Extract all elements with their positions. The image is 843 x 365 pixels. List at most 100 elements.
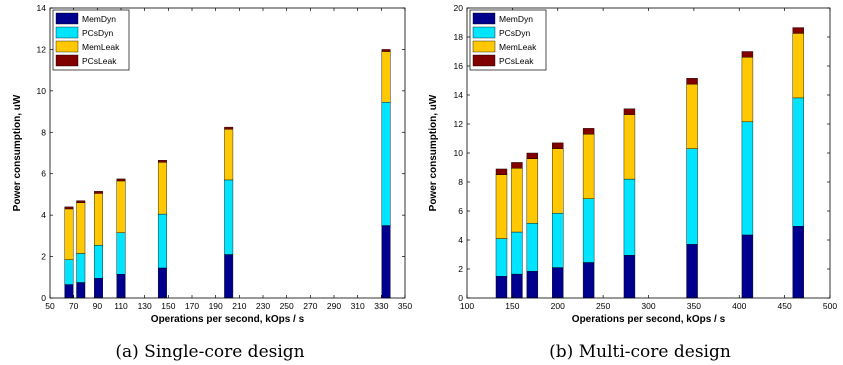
bar-pcsleak-8 [792, 27, 804, 34]
bar-pcsleak-7 [741, 51, 754, 58]
bar-pcsleak-0 [64, 206, 74, 210]
bar-memdyn-1 [76, 282, 86, 299]
y-tick-label: 12 [454, 119, 464, 129]
bar-pcsdyn-3 [116, 232, 126, 275]
x-tick-label: 130 [138, 301, 152, 311]
bar-pcsdyn-0 [64, 259, 74, 285]
x-tick-label: 150 [505, 301, 519, 311]
bar-pcsleak-3 [552, 142, 564, 149]
x-axis-label: Operations per second, kOps / s [151, 314, 305, 325]
bar-memleak-1 [76, 202, 86, 254]
x-tick-label: 310 [351, 301, 365, 311]
legend-label-memdyn: MemDyn [499, 14, 533, 24]
caption-multi-core: (b) Multi-core design [549, 342, 731, 362]
bar-pcsleak-3 [116, 178, 126, 182]
bar-memdyn-5 [224, 254, 234, 299]
legend-swatch-pcsleak [55, 54, 79, 67]
bar-memdyn-8 [792, 226, 804, 299]
y-tick-label: 16 [454, 61, 464, 71]
y-tick-label: 0 [41, 293, 46, 303]
y-tick-label: 14 [37, 3, 47, 13]
caption-single-core: (a) Single-core design [115, 342, 304, 362]
bar-memleak-8 [792, 33, 804, 99]
bar-pcsleak-6 [686, 78, 698, 85]
x-tick-label: 70 [69, 301, 79, 311]
x-tick-label: 400 [732, 301, 746, 311]
y-tick-label: 10 [37, 86, 47, 96]
bar-memleak-3 [116, 180, 126, 233]
bar-pcsleak-5 [623, 108, 636, 115]
bar-pcsdyn-5 [224, 179, 234, 255]
x-tick-label: 110 [114, 301, 128, 311]
y-tick-label: 6 [458, 206, 463, 216]
legend-label-memdyn: MemDyn [82, 14, 116, 24]
bar-pcsdyn-1 [76, 253, 86, 283]
bar-memleak-2 [94, 193, 103, 246]
bar-pcsleak-2 [526, 152, 539, 160]
bar-memdyn-6 [381, 225, 391, 299]
bar-memleak-4 [582, 133, 595, 199]
y-tick-label: 14 [454, 90, 464, 100]
x-tick-label: 100 [460, 301, 474, 311]
y-tick-label: 0 [458, 293, 463, 303]
bar-memdyn-3 [552, 267, 564, 299]
x-tick-label: 500 [823, 301, 837, 311]
bar-memleak-7 [741, 57, 754, 123]
y-tick-label: 4 [41, 210, 46, 220]
bar-pcsdyn-1 [511, 231, 523, 275]
bar-memdyn-2 [94, 278, 103, 299]
bar-pcsdyn-7 [741, 121, 754, 236]
y-tick-label: 2 [458, 264, 463, 274]
bar-memleak-2 [526, 158, 539, 224]
legend-swatch-memleak [472, 40, 496, 53]
legend-swatch-memdyn [55, 12, 79, 25]
y-tick-label: 18 [454, 32, 464, 42]
bar-memdyn-0 [495, 276, 508, 299]
bar-memleak-0 [495, 174, 508, 239]
bar-pcsleak-5 [224, 126, 234, 130]
y-tick-label: 2 [41, 252, 46, 262]
y-tick-label: 20 [454, 3, 464, 13]
bar-memleak-5 [623, 114, 636, 180]
bar-memdyn-6 [686, 244, 698, 299]
bar-pcsdyn-4 [157, 213, 167, 269]
y-tick-label: 10 [454, 148, 464, 158]
bar-memdyn-0 [64, 284, 74, 299]
legend-label-pcsleak: PCsLeak [499, 56, 534, 66]
x-tick-label: 250 [596, 301, 610, 311]
y-tick-label: 6 [41, 169, 46, 179]
bar-pcsdyn-4 [582, 198, 595, 263]
y-axis-label: Power consumption, uW [12, 94, 23, 211]
bar-memdyn-4 [157, 267, 167, 299]
bar-memdyn-1 [511, 273, 523, 299]
chart-multi-core: 100 150 200 250 300 350 400 450 500 0 2 4 6 8 10 12 14 16… [428, 3, 837, 325]
x-tick-label: 350 [398, 301, 412, 311]
legend-label-memleak: MemLeak [499, 42, 537, 52]
x-tick-label: 250 [280, 301, 294, 311]
legend-swatch-pcsdyn [55, 26, 79, 39]
bar-pcsdyn-5 [623, 178, 636, 256]
bar-pcsdyn-2 [94, 244, 103, 279]
bar-memdyn-2 [526, 270, 539, 299]
bar-pcsdyn-3 [552, 212, 564, 268]
x-tick-label: 290 [327, 301, 341, 311]
x-tick-label: 330 [374, 301, 388, 311]
x-tick-label: 170 [185, 301, 199, 311]
legend-label-pcsdyn: PCsDyn [499, 28, 530, 38]
y-tick-label: 4 [458, 235, 463, 245]
x-axis-label: Operations per second, kOps / s [572, 314, 726, 325]
legend-swatch-pcsleak [472, 54, 496, 67]
plot-frame [49, 7, 406, 299]
bar-pcsdyn-0 [495, 238, 508, 277]
bar-memleak-0 [64, 208, 74, 260]
x-tick-label: 200 [551, 301, 565, 311]
y-tick-label: 8 [41, 127, 46, 137]
bar-pcsleak-4 [582, 128, 595, 135]
bar-pcsleak-1 [511, 162, 523, 169]
x-tick-label: 150 [161, 301, 175, 311]
x-tick-label: 450 [778, 301, 792, 311]
legend-label-pcsleak: PCsLeak [82, 56, 117, 66]
x-tick-label: 300 [641, 301, 655, 311]
bar-memleak-4 [157, 162, 167, 215]
x-tick-label: 270 [303, 301, 317, 311]
